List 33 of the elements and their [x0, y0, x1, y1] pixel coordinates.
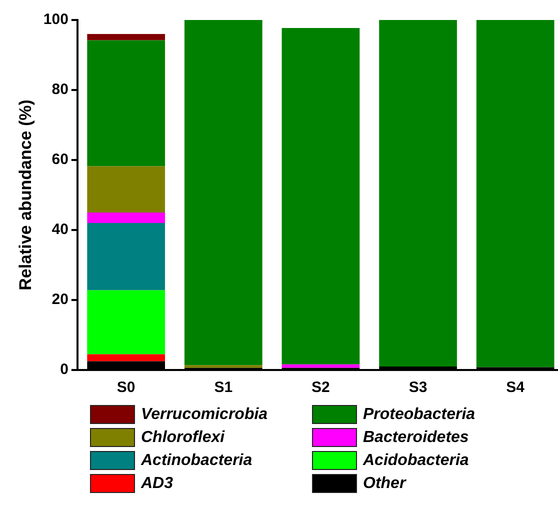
bar	[87, 290, 166, 354]
legend-label: Bacteroidetes	[363, 428, 469, 446]
legend-label: Actinobacteria	[141, 452, 252, 470]
legend-label: Acidobacteria	[363, 452, 469, 470]
y-tick-label: 20	[52, 291, 68, 308]
bar	[184, 365, 262, 368]
legend-label: Other	[363, 474, 406, 492]
legend-label: AD3	[141, 474, 174, 492]
bar	[476, 20, 554, 368]
bar	[87, 166, 166, 212]
legend-label: Proteobacteria	[363, 406, 476, 424]
bar	[184, 20, 262, 366]
bar	[87, 40, 166, 166]
y-tick-label: 40	[52, 221, 68, 238]
bar	[87, 34, 166, 40]
x-tick-label: S4	[506, 379, 526, 396]
x-tick-label: S3	[408, 379, 428, 396]
bar	[87, 354, 166, 362]
legend-label: Chloroflexi	[141, 428, 225, 446]
bar	[379, 20, 457, 366]
x-tick-label: S2	[312, 379, 330, 396]
x-tick-label: S0	[116, 379, 136, 396]
y-tick-label: 60	[52, 151, 68, 168]
legend-label: Verrucomicrobia	[141, 406, 268, 424]
x-tick-label: S1	[214, 379, 233, 396]
bar	[282, 364, 360, 368]
y-tick-label: 80	[52, 81, 68, 98]
bar	[87, 223, 166, 290]
y-tick-label: 0	[60, 361, 68, 378]
bar	[282, 28, 360, 364]
bar	[87, 212, 166, 223]
y-axis-title: Relative abundance (%)	[16, 100, 35, 290]
y-tick-label: 100	[43, 11, 68, 28]
